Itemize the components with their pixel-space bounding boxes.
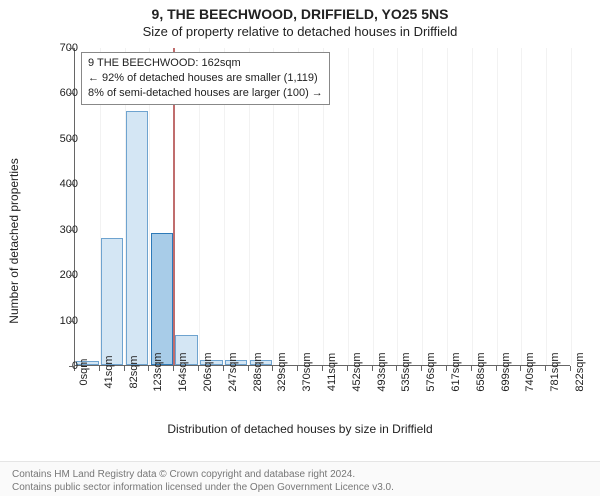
x-tick-label: 576sqm (425, 352, 437, 391)
footer-line-1: Contains HM Land Registry data © Crown c… (12, 468, 588, 481)
x-tick-label: 658sqm (475, 352, 487, 391)
plot-area: 9 THE BEECHWOOD: 162sqm← 92% of detached… (74, 48, 570, 366)
histogram-bar (126, 111, 148, 365)
x-tick-label: 781sqm (549, 352, 561, 391)
x-tick-label: 247sqm (227, 352, 239, 391)
x-tick-label: 123sqm (152, 352, 164, 391)
property-infobox: 9 THE BEECHWOOD: 162sqm← 92% of detached… (81, 52, 330, 105)
footer-line-2: Contains public sector information licen… (12, 481, 588, 494)
x-tick-label: 411sqm (326, 353, 338, 391)
x-axis-label: Distribution of detached houses by size … (20, 422, 580, 436)
x-tick-label: 329sqm (276, 352, 288, 391)
histogram-bar (151, 233, 173, 365)
chart-area: Number of detached properties 9 THE BEEC… (20, 42, 580, 440)
x-tick-label: 535sqm (400, 352, 412, 391)
x-tick-label: 82sqm (128, 355, 140, 388)
x-tick-label: 493sqm (376, 352, 388, 391)
x-tick-label: 0sqm (78, 359, 90, 386)
infobox-line-2: ← 92% of detached houses are smaller (1,… (88, 71, 323, 86)
x-tick-label: 206sqm (202, 352, 214, 391)
infobox-line-1: 9 THE BEECHWOOD: 162sqm (88, 56, 323, 71)
title-main: 9, THE BEECHWOOD, DRIFFIELD, YO25 5NS (0, 0, 600, 22)
infobox-line-3: 8% of semi-detached houses are larger (1… (88, 86, 323, 101)
x-tick-label: 699sqm (500, 352, 512, 391)
x-tick-label: 452sqm (351, 352, 363, 391)
x-tick-label: 822sqm (574, 352, 586, 391)
x-tick-label: 740sqm (524, 352, 536, 391)
y-axis-label: Number of detached properties (7, 158, 21, 323)
x-tick-label: 370sqm (301, 352, 313, 391)
title-sub: Size of property relative to detached ho… (0, 22, 600, 39)
x-tick-label: 617sqm (450, 352, 462, 391)
histogram-bar (101, 238, 123, 365)
x-tick-label: 41sqm (103, 355, 115, 388)
x-tick-label: 164sqm (177, 352, 189, 391)
footer-attribution: Contains HM Land Registry data © Crown c… (0, 461, 600, 496)
x-tick-label: 288sqm (252, 352, 264, 391)
